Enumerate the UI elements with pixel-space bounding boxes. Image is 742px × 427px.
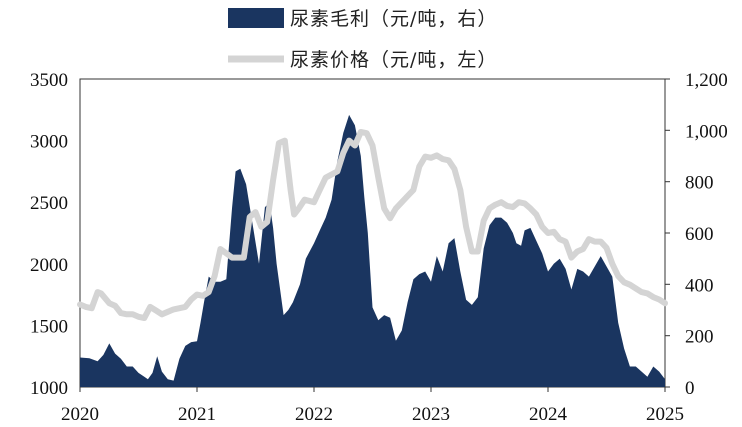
right-tick-label: 800 xyxy=(685,173,714,194)
price-series xyxy=(77,129,668,321)
margin-series xyxy=(80,114,665,388)
legend-label-price: 尿素价格（元/吨，左） xyxy=(290,49,497,71)
right-tick-label: 1,200 xyxy=(685,70,728,91)
right-tick-label: 200 xyxy=(685,327,714,348)
left-tick-label: 3500 xyxy=(30,70,68,91)
x-tick-label: 2023 xyxy=(412,404,450,425)
x-tick-label: 2024 xyxy=(529,404,568,425)
x-axis: 2020 2021 2022 2023 2024 2025 xyxy=(61,387,684,425)
right-tick-label: 400 xyxy=(685,275,714,296)
left-tick-label: 2500 xyxy=(30,193,68,214)
x-tick-label: 2025 xyxy=(646,404,684,425)
legend-swatch-margin xyxy=(228,8,284,28)
right-axis: 0 200 400 600 800 1,000 1,200 xyxy=(665,70,728,399)
margin-area xyxy=(80,114,665,388)
right-tick-label: 0 xyxy=(685,378,695,399)
legend-label-margin: 尿素毛利（元/吨，右） xyxy=(290,8,497,30)
right-tick-label: 600 xyxy=(685,224,714,245)
legend: 尿素毛利（元/吨，右） 尿素价格（元/吨，左） xyxy=(228,8,497,71)
x-tick-label: 2022 xyxy=(295,404,333,425)
left-tick-label: 2000 xyxy=(30,255,68,276)
right-tick-label: 1,000 xyxy=(685,121,728,142)
left-tick-label: 3000 xyxy=(30,132,68,153)
left-tick-label: 1500 xyxy=(30,316,68,337)
x-tick-label: 2021 xyxy=(178,404,216,425)
left-axis: 1000 1500 2000 2500 3000 3500 xyxy=(30,70,68,399)
x-tick-label: 2020 xyxy=(61,404,99,425)
left-tick-label: 1000 xyxy=(30,378,68,399)
price-line xyxy=(77,129,668,321)
